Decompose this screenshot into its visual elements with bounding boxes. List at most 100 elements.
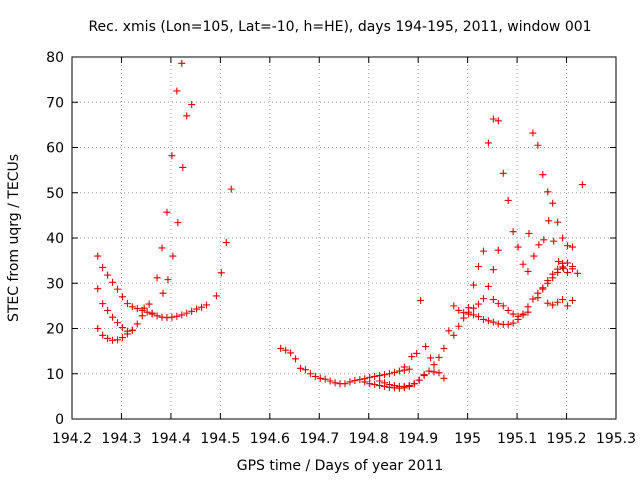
data-point [559,296,567,304]
data-point [277,344,285,352]
data-point [153,312,161,320]
data-point [504,320,512,328]
data-point [128,326,136,334]
data-point [99,300,107,308]
data-points [94,59,586,392]
data-point [104,334,112,342]
data-point [118,293,126,301]
data-point [292,355,300,363]
data-point [169,252,177,260]
data-point [376,377,384,385]
data-point [455,322,463,330]
data-point [550,237,558,245]
data-point [440,374,448,382]
data-point [118,334,126,342]
y-tick-label: 50 [46,186,64,202]
data-point [326,377,334,385]
data-point [479,247,487,255]
data-point [529,295,537,303]
data-point [410,380,418,388]
data-point [422,343,430,351]
data-point [163,208,171,216]
data-point [499,302,507,310]
data-point [489,115,497,123]
data-point [183,112,191,120]
x-tick-label: 194.7 [299,431,339,447]
data-point [504,306,512,314]
data-point [296,364,304,372]
data-point [525,229,533,237]
data-point [524,267,532,275]
data-point [183,309,191,317]
data-point [545,217,553,225]
data-point [549,199,557,207]
data-point [123,330,131,338]
data-point [405,365,413,373]
data-point [514,243,522,251]
data-point [544,299,552,307]
data-point [346,378,354,386]
data-point [445,327,453,335]
data-point [356,376,364,384]
data-point [118,324,126,332]
data-point [99,331,107,339]
data-point [465,304,473,312]
data-point [168,152,176,160]
data-point [371,381,379,389]
data-point [94,285,102,293]
x-tick-label: 195 [454,431,481,447]
data-point [227,185,235,193]
data-point [578,181,586,189]
data-point [530,252,538,260]
gridlines [72,57,616,419]
data-point [385,381,393,389]
data-point [193,305,201,313]
data-point [145,300,153,308]
data-point [549,270,557,278]
x-tick-label: 194.9 [398,431,438,447]
data-point [341,380,349,388]
y-tick-label: 80 [46,50,64,66]
data-point [316,374,324,382]
data-point [282,346,290,354]
y-tick-label: 40 [46,231,64,247]
data-point [539,171,547,179]
data-point [371,372,379,380]
data-point [489,266,497,274]
data-point [435,353,443,361]
data-point [381,371,389,379]
data-point [564,302,572,310]
x-tick-label: 194.6 [250,431,290,447]
data-point [475,300,483,308]
data-point [568,265,576,273]
x-tick-label: 194.8 [349,431,389,447]
data-point [366,380,374,388]
data-point [159,289,167,297]
data-point [188,307,196,315]
data-point [408,353,416,361]
data-point [489,296,497,304]
data-point [484,317,492,325]
data-point [405,382,413,390]
data-point [540,236,548,244]
data-point [455,306,463,314]
data-point [301,366,309,374]
data-point [534,294,542,302]
data-point [140,304,148,312]
data-point [489,318,497,326]
chart-title: Rec. xmis (Lon=105, Lat=-10, h=HE), days… [88,19,591,35]
data-point [113,336,121,344]
x-tick-label: 194.2 [52,431,92,447]
data-point [109,278,117,286]
data-point [173,312,181,320]
data-point [544,188,552,196]
data-point [554,298,562,306]
data-point [198,303,206,311]
x-tick-label: 195.1 [497,431,537,447]
data-point [484,282,492,290]
data-point [123,300,131,308]
axis-ticks [71,56,617,420]
data-point [568,243,576,251]
data-point [420,371,428,379]
